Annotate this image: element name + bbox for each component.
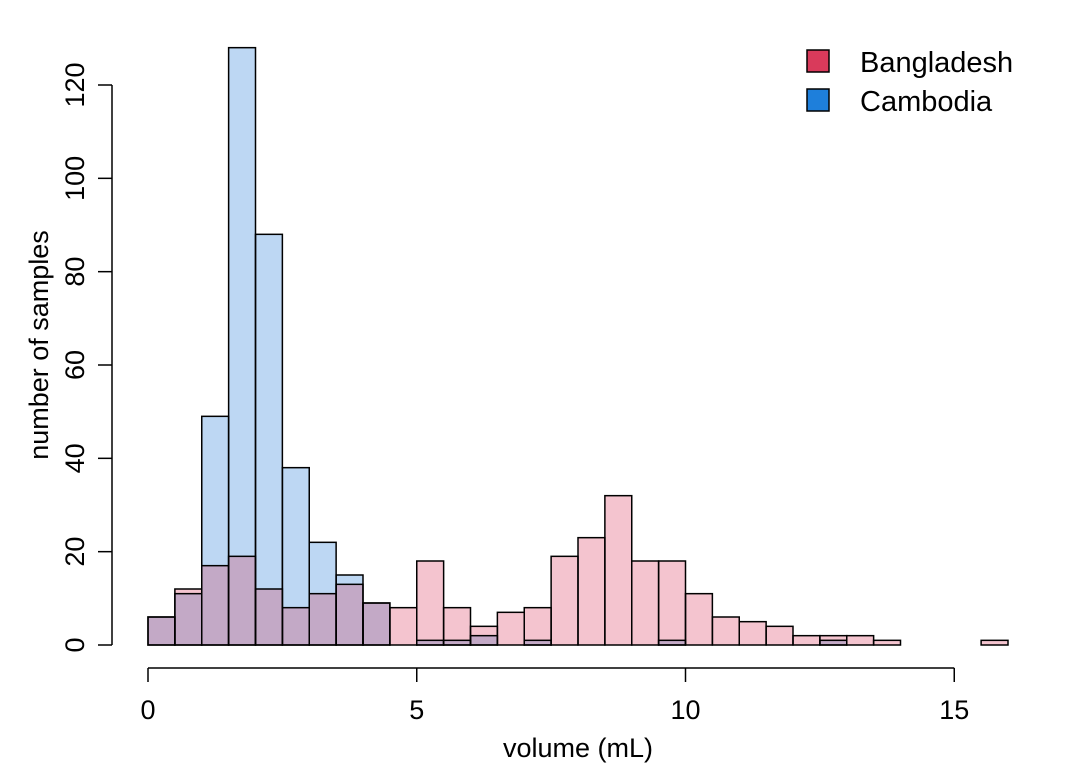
bar-overlap (228, 556, 256, 645)
x-tick-label: 15 (939, 695, 969, 725)
bar-bangladesh (551, 556, 578, 645)
bar-bangladesh (873, 640, 901, 645)
bar-overlap (819, 640, 847, 645)
bar-outline-bangladesh (980, 639, 1009, 646)
bar-overlap (255, 589, 283, 645)
bar-bangladesh (524, 607, 552, 645)
y-tick-label: 0 (60, 637, 90, 652)
bar-outlines (147, 46, 1009, 646)
bar-bangladesh (685, 593, 713, 645)
bar-bangladesh (658, 561, 686, 645)
y-tick-label: 40 (60, 443, 90, 473)
x-tick-label: 0 (140, 695, 155, 725)
y-axis: 0 20 40 60 80 100 120 (60, 62, 113, 653)
y-tick-label: 100 (60, 156, 90, 201)
bar-overlap (201, 565, 229, 645)
bar-overlap (524, 640, 552, 645)
bar-cambodia (255, 234, 283, 646)
bar-overlap (148, 617, 175, 645)
bar-bangladesh (712, 617, 740, 645)
bar-overlap (309, 593, 337, 645)
bar-bangladesh (739, 621, 767, 645)
bar-cambodia (228, 47, 256, 645)
bar-bangladesh (578, 537, 605, 645)
bar-bangladesh (604, 495, 632, 645)
bar-bangladesh (766, 626, 793, 645)
bar-overlap (470, 635, 498, 645)
legend-label-cambodia: Cambodia (860, 86, 993, 118)
bar-overlap (363, 603, 390, 645)
y-tick-label: 120 (60, 62, 90, 107)
legend: Bangladesh Cambodia (806, 47, 1013, 118)
bar-bangladesh (846, 635, 874, 645)
bar-outline-bangladesh (872, 639, 902, 646)
bar-bangladesh (981, 640, 1008, 645)
x-axis: 0 5 10 15 (140, 667, 969, 725)
x-tick-label: 5 (409, 695, 424, 725)
bar-bangladesh (497, 612, 525, 645)
cambodia-bars (148, 47, 847, 646)
bar-bangladesh (416, 561, 444, 645)
bar-overlap (658, 640, 686, 645)
bar-outline-cambodia (254, 233, 284, 646)
x-axis-title: volume (mL) (503, 733, 653, 763)
bar-overlap (282, 607, 310, 645)
bar-bangladesh (793, 635, 820, 645)
y-axis-title: number of samples (24, 230, 54, 460)
overlap-bars (148, 556, 847, 645)
bar-overlap (336, 584, 363, 645)
y-tick-label: 60 (60, 350, 90, 380)
bar-bangladesh (389, 607, 417, 645)
x-tick-label: 10 (670, 695, 700, 725)
legend-swatch-bangladesh (806, 49, 830, 73)
bar-overlap (416, 640, 444, 645)
y-tick-label: 80 (60, 257, 90, 287)
y-tick-label: 20 (60, 537, 90, 567)
bar-overlap (174, 593, 202, 645)
bar-bangladesh (443, 607, 471, 645)
legend-swatch-cambodia (806, 88, 830, 112)
bar-overlap (443, 640, 471, 645)
legend-label-bangladesh: Bangladesh (860, 47, 1013, 79)
bar-bangladesh (631, 561, 659, 645)
